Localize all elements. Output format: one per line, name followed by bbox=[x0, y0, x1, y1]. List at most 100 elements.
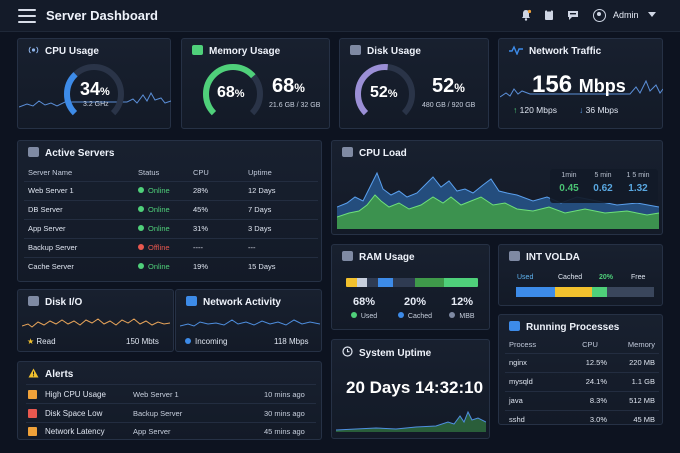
server-name: App Server bbox=[24, 218, 134, 238]
table-row[interactable]: java 8.3% 512 MB bbox=[505, 390, 659, 410]
int-cached-label: Cached bbox=[558, 274, 583, 281]
arrow-up-icon: ↑ bbox=[513, 105, 518, 115]
alert-server: Web Server 1 bbox=[133, 390, 179, 399]
col-memory: Memory bbox=[627, 340, 655, 350]
disk-detail: 480 GB / 920 GB bbox=[422, 102, 476, 109]
table-row[interactable]: Cache Server Online 19% 15 Days bbox=[24, 256, 318, 276]
uptime-chart bbox=[336, 410, 486, 432]
ram-cached: 20% Cached bbox=[395, 296, 435, 320]
disk-icon bbox=[350, 45, 361, 55]
memory-icon bbox=[192, 45, 203, 55]
alert-cpu-icon bbox=[28, 390, 37, 399]
disk-io-panel: Disk I/O ★ Read 150 Mbts bbox=[17, 289, 174, 352]
chat-icon[interactable] bbox=[567, 9, 579, 21]
alert-row[interactable]: Network Latency App Server 45 mins ago bbox=[26, 422, 316, 439]
ram-usage-title: RAM Usage bbox=[342, 251, 415, 263]
process-cpu: 8.3% bbox=[569, 390, 611, 410]
col-process: Process bbox=[509, 340, 537, 350]
alert-name: Network Latency bbox=[45, 427, 105, 436]
servers-table: Server Name Status CPU Uptime Web Server… bbox=[24, 165, 318, 276]
disk-io-sparkline bbox=[22, 318, 170, 328]
process-memory: 1.1 GB bbox=[611, 371, 659, 391]
server-name: Backup Server bbox=[24, 237, 134, 257]
chevron-down-icon[interactable] bbox=[648, 12, 656, 17]
alert-row[interactable]: Disk Space Low Backup Server 30 mins ago bbox=[26, 403, 316, 422]
col-server-name: Server Name bbox=[28, 168, 73, 178]
network-incoming-value: 118 Mbps bbox=[274, 337, 309, 346]
network-traffic-title: Network Traffic bbox=[509, 45, 601, 57]
memory-gauge-percent: 68% bbox=[217, 84, 245, 101]
int-percent: 20% bbox=[599, 274, 614, 281]
alerts-panel: Alerts High CPU Usage Web Server 1 10 mi… bbox=[17, 361, 322, 440]
alert-time: 45 mins ago bbox=[264, 427, 305, 436]
running-processes-panel: Running Processes Process CPU Memory ngi… bbox=[498, 314, 663, 429]
server-name: DB Server bbox=[24, 199, 134, 219]
server-cpu: 28% bbox=[189, 180, 244, 200]
status-badge: Online bbox=[134, 180, 189, 200]
processes-table-header: Process CPU Memory bbox=[505, 337, 659, 353]
ram-mbb: 12% MBB bbox=[449, 296, 475, 320]
process-cpu: 3.0% bbox=[569, 409, 611, 429]
disk-read: ★ Read bbox=[27, 337, 56, 346]
memory-gauge bbox=[200, 61, 266, 127]
clipboard-icon[interactable] bbox=[543, 9, 555, 21]
process-cpu: 12.5% bbox=[569, 352, 611, 372]
memory-percent: 68% bbox=[272, 75, 305, 97]
cpu-gauge bbox=[61, 61, 127, 127]
alert-time: 10 mins ago bbox=[264, 390, 305, 399]
user-avatar-icon[interactable] bbox=[593, 9, 606, 22]
user-name[interactable]: Admin bbox=[613, 10, 639, 20]
server-cpu: 45% bbox=[189, 199, 244, 219]
status-badge: Online bbox=[134, 218, 189, 238]
server-name: Web Server 1 bbox=[24, 180, 134, 200]
network-activity-sparkline bbox=[180, 319, 320, 327]
status-badge: Online bbox=[134, 199, 189, 219]
alert-row[interactable]: High CPU Usage Web Server 1 10 mins ago bbox=[26, 384, 316, 403]
alert-server: App Server bbox=[133, 427, 171, 436]
load-average-box: 1min 0.45 5 min 0.62 1 5 min 1.32 bbox=[550, 169, 658, 203]
server-cpu: 31% bbox=[189, 218, 244, 238]
warning-icon bbox=[28, 368, 39, 378]
cpu-load-title: CPU Load bbox=[342, 147, 407, 159]
table-row[interactable]: App Server Online 31% 3 Days bbox=[24, 218, 318, 238]
load-1min: 1min 0.45 bbox=[559, 172, 579, 194]
network-activity-title: Network Activity bbox=[186, 296, 281, 308]
top-bar: Server Dashboard Admin bbox=[0, 0, 680, 32]
table-row[interactable]: mysqld 24.1% 1.1 GB bbox=[505, 371, 659, 391]
clock-icon bbox=[342, 346, 353, 357]
menu-icon[interactable] bbox=[18, 9, 36, 23]
cpu-percent: 34% bbox=[80, 79, 110, 99]
process-memory: 45 MB bbox=[611, 409, 659, 429]
status-badge: Offline bbox=[134, 237, 189, 257]
table-row[interactable]: Backup Server Offline ---- --- bbox=[24, 237, 318, 257]
network-traffic-panel: Network Traffic 156 Mbps ↑ 120 Mbps ↓ 36… bbox=[498, 38, 663, 129]
server-uptime: 12 Days bbox=[244, 180, 318, 200]
cpu-usage-title: CPU Usage bbox=[28, 45, 99, 57]
process-name: nginx bbox=[505, 352, 569, 372]
bell-icon[interactable] bbox=[520, 9, 532, 21]
int-used-label: Used bbox=[517, 274, 534, 281]
int-volda-title: INT VOLDA bbox=[509, 251, 580, 263]
server-name: Cache Server bbox=[24, 256, 134, 276]
col-cpu: CPU bbox=[193, 168, 209, 178]
table-row[interactable]: nginx 12.5% 220 MB bbox=[505, 352, 659, 372]
server-cpu: 19% bbox=[189, 256, 244, 276]
table-row[interactable]: DB Server Online 45% 7 Days bbox=[24, 199, 318, 219]
server-uptime: --- bbox=[244, 237, 318, 257]
uptime-value: 20 Days 14:32:10 bbox=[346, 378, 484, 397]
col-proc-cpu: CPU bbox=[582, 340, 598, 350]
pulse-icon bbox=[509, 45, 523, 55]
alert-name: Disk Space Low bbox=[45, 409, 103, 418]
table-row[interactable]: sshd 3.0% 45 MB bbox=[505, 409, 659, 429]
servers-table-header: Server Name Status CPU Uptime bbox=[24, 165, 318, 181]
int-volda-panel: INT VOLDA Used Cached 20% Free bbox=[498, 244, 663, 306]
process-name: sshd bbox=[505, 409, 569, 429]
grid-icon bbox=[509, 251, 520, 261]
ram-icon bbox=[342, 251, 353, 261]
network-sparkline bbox=[500, 79, 663, 98]
cpu-frequency: 3.2 GHz bbox=[83, 101, 109, 108]
arrow-down-icon: ↓ bbox=[579, 105, 584, 115]
running-processes-title: Running Processes bbox=[509, 321, 619, 333]
active-servers-title: Active Servers bbox=[28, 147, 115, 159]
table-row[interactable]: Web Server 1 Online 28% 12 Days bbox=[24, 180, 318, 200]
